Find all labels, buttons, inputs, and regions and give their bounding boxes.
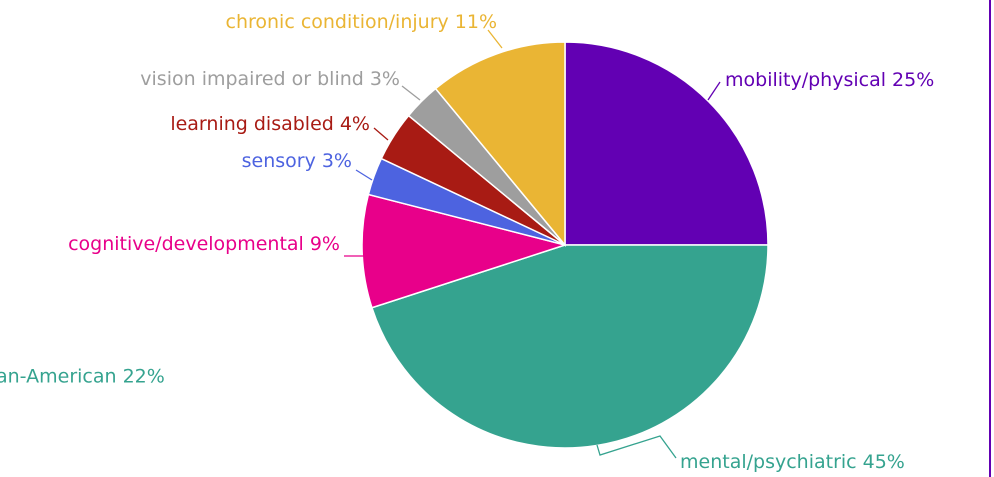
slice-label: sensory 3% [242, 150, 352, 172]
slice-label: vision impaired or blind 3% [140, 68, 400, 90]
slice-value: 3% [322, 150, 352, 172]
pie-slice [361, 193, 568, 309]
pie-slice [434, 41, 566, 248]
slice-name: cognitive/developmental [68, 233, 304, 255]
leader-line [355, 169, 373, 181]
slice-value: 9% [310, 233, 340, 255]
slice-value: 11% [455, 11, 497, 33]
pie-slice [564, 41, 769, 246]
slice-name: learning disabled [170, 113, 334, 135]
leader-line [373, 127, 389, 141]
leader-line [707, 81, 721, 101]
slice-name: sensory [242, 150, 316, 172]
slice-label: mental/psychiatric 45% [680, 451, 905, 473]
slice-value: 3% [370, 68, 400, 90]
slice-label: mobility/physical 25% [725, 69, 934, 91]
slice-name: mobility/physical [725, 69, 886, 91]
slice-value: 4% [340, 113, 370, 135]
slice-label: chronic condition/injury 11% [226, 11, 498, 33]
leader-line [401, 85, 421, 101]
clipped-label: an-American 22% [0, 366, 165, 388]
leader-line [487, 29, 503, 49]
slice-label: cognitive/developmental 9% [68, 233, 340, 255]
slice-value: 45% [863, 451, 905, 473]
slice-name: vision impaired or blind [140, 68, 364, 90]
slice-value: 25% [892, 69, 934, 91]
slice-label: learning disabled 4% [170, 113, 370, 135]
leader-line [596, 435, 677, 459]
slice-name: mental/psychiatric [680, 451, 857, 473]
slice-name: chronic condition/injury [226, 11, 449, 33]
